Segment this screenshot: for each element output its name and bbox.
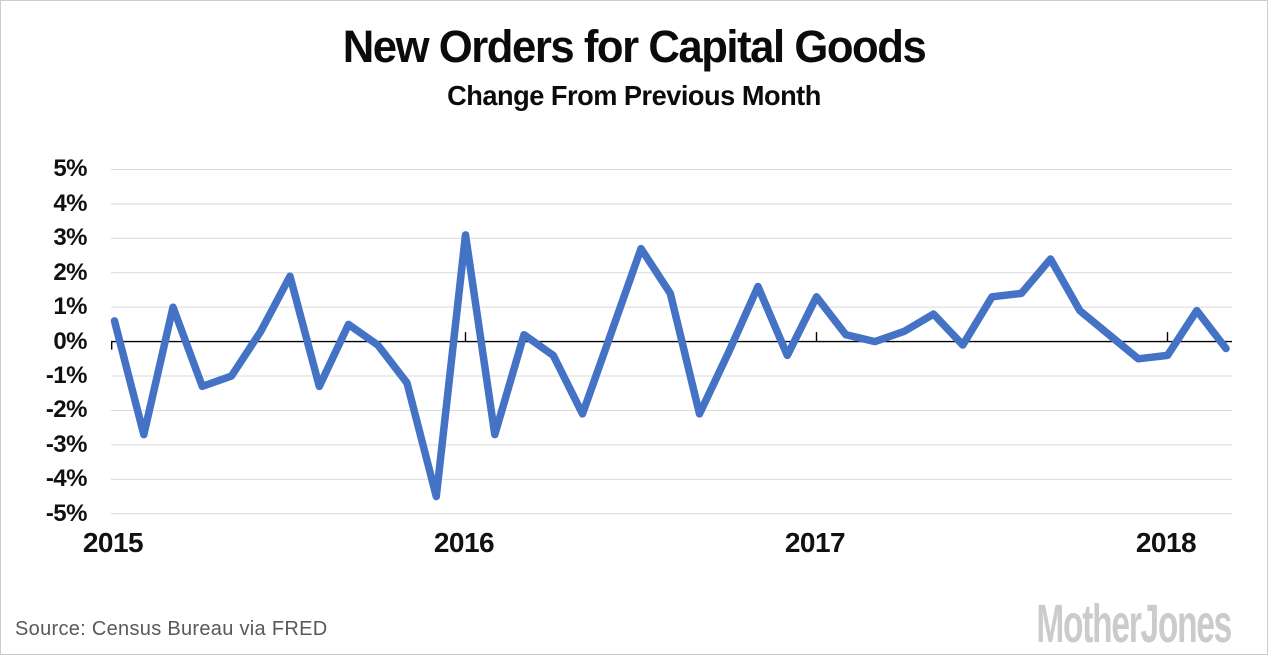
source-note: Source: Census Bureau via FRED (15, 618, 328, 640)
y-axis-tick-label: 3% (53, 224, 87, 251)
x-axis-year-label: 2018 (1135, 527, 1197, 558)
y-axis-tick-label: -4% (45, 465, 88, 492)
y-axis-tick-label: -5% (45, 500, 88, 527)
y-axis-tick-label: -2% (45, 396, 88, 423)
y-axis-tick-label: 2% (53, 259, 87, 286)
chart-subtitle: Change From Previous Month (447, 80, 821, 111)
data-line (110, 231, 1230, 501)
x-axis-year-label: 2017 (784, 527, 846, 558)
motherjones-logo: MotherJones (1036, 594, 1232, 654)
y-axis-tick-label: -1% (45, 362, 88, 389)
y-axis-tick-label: 5% (53, 155, 87, 182)
chart-title: New Orders for Capital Goods (342, 21, 927, 72)
x-axis-year-label: 2015 (82, 527, 144, 558)
y-axis-tick-label: 1% (53, 293, 87, 320)
x-axis-year-label: 2016 (433, 527, 495, 558)
y-axis-tick-label: 0% (53, 328, 87, 355)
y-axis-tick-label: 4% (53, 190, 87, 217)
y-axis-tick-label: -3% (45, 431, 88, 458)
